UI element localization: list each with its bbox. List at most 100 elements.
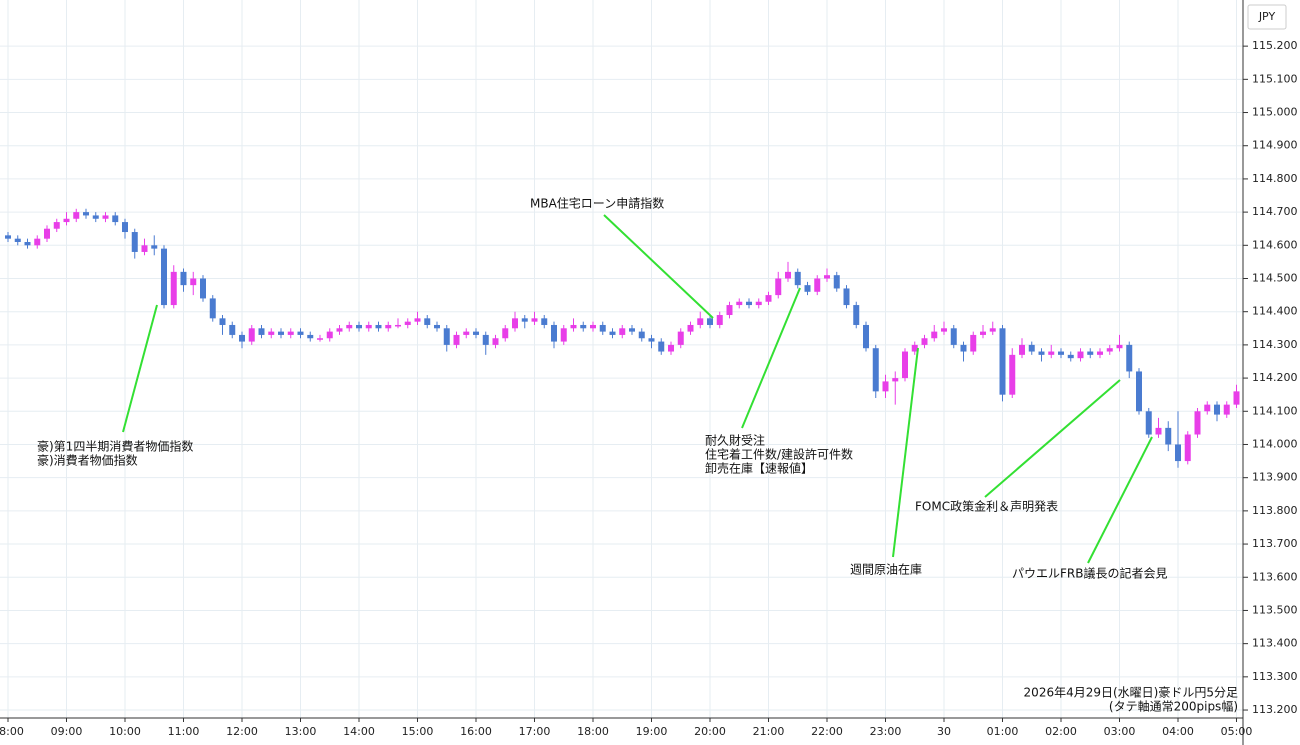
candle-body	[424, 318, 431, 325]
candle-body	[765, 295, 772, 302]
candle-body	[872, 348, 879, 392]
y-tick-label: 115.200	[1252, 39, 1298, 52]
candle-body	[648, 338, 655, 342]
candle-body	[843, 288, 850, 306]
y-tick-label: 114.400	[1252, 305, 1298, 318]
annotation-text: 卸売在庫【速報値】	[705, 461, 813, 476]
candle-body	[326, 331, 333, 339]
candle-body	[473, 331, 479, 335]
candle-body	[248, 328, 255, 342]
annotation-text: 耐久財受注	[705, 433, 765, 448]
x-tick-label: 03:00	[1104, 725, 1136, 738]
x-tick-label: 16:00	[460, 725, 492, 738]
candle-body	[83, 212, 89, 216]
candle-body	[755, 301, 762, 306]
candle-body	[131, 232, 138, 252]
candle-body	[356, 324, 362, 329]
candle-body	[1233, 391, 1240, 405]
x-tick-label: 05:00	[1221, 725, 1253, 738]
candle-body	[92, 215, 99, 219]
y-tick-label: 115.100	[1252, 72, 1298, 85]
axes: 113.200 113.300 113.400 113.500 113.600 113.7…	[0, 39, 1298, 738]
y-tick-label: 114.300	[1252, 338, 1298, 351]
x-tick-label: 20:00	[694, 725, 726, 738]
candle-body	[960, 344, 967, 352]
candle-body	[463, 331, 470, 335]
x-tick-label: 02:00	[1045, 725, 1077, 738]
candle-body	[902, 351, 908, 379]
candle-body	[833, 275, 840, 289]
candle-body	[180, 271, 187, 286]
candle-body	[814, 278, 821, 292]
x-tick-label: 22:00	[811, 725, 843, 738]
candle-body	[44, 228, 50, 239]
x-tick-label: 18:00	[577, 725, 609, 738]
candle-body	[219, 318, 226, 325]
y-tick-label: 114.000	[1252, 437, 1298, 450]
candle-body	[287, 331, 294, 335]
y-tick-label: 114.100	[1252, 404, 1298, 417]
candle-body	[1126, 344, 1133, 372]
candle-body	[853, 305, 860, 325]
y-tick-label: 114.700	[1252, 205, 1298, 218]
candle-body	[531, 318, 538, 322]
x-tick-label: 09:00	[51, 725, 83, 738]
candle-body	[1136, 371, 1142, 412]
candle-body	[1067, 354, 1074, 359]
candle-body	[278, 331, 284, 335]
candle-body	[336, 328, 343, 332]
candle-body	[736, 301, 743, 306]
candle-body	[970, 334, 977, 352]
annotation-text: 週間原油在庫	[850, 563, 922, 577]
candle-body	[785, 271, 791, 279]
candle-body	[1106, 348, 1113, 352]
candle-body	[619, 328, 626, 335]
candle-body	[73, 212, 80, 219]
candle-body	[1214, 404, 1220, 415]
currency-box[interactable]	[1247, 4, 1287, 30]
chart-subtitle: (タテ軸通常200pips幅)	[1109, 699, 1238, 714]
candle-body	[911, 344, 918, 352]
y-tick-label: 114.800	[1252, 172, 1298, 185]
candle-body	[668, 344, 674, 352]
candle-body	[687, 324, 694, 332]
y-tick-label: 115.000	[1252, 106, 1298, 119]
x-tick-label: 23:00	[870, 725, 902, 738]
candle-body	[1165, 427, 1172, 445]
annotation-leader	[984, 379, 1121, 498]
candle-body	[482, 334, 489, 345]
candle-body	[1145, 411, 1152, 435]
candle-body	[209, 298, 216, 319]
candle-body	[824, 275, 830, 279]
candle-body	[1048, 351, 1055, 355]
y-tick-label: 113.300	[1252, 670, 1298, 683]
candle-body	[297, 331, 304, 335]
y-tick-label: 114.200	[1252, 371, 1298, 384]
candle-body	[141, 245, 148, 252]
y-tick-label: 114.500	[1252, 272, 1298, 285]
x-tick-label: 14:00	[343, 725, 375, 738]
candle-body	[53, 222, 60, 229]
candle-body	[677, 331, 684, 345]
y-tick-label: 113.900	[1252, 471, 1298, 484]
candle-body	[941, 328, 947, 332]
x-tick-label: 12:00	[226, 725, 258, 738]
candle-body	[1175, 444, 1181, 462]
candle-body	[629, 328, 635, 332]
y-tick-label: 113.700	[1252, 537, 1298, 550]
candle-body	[746, 301, 752, 306]
candle-body	[1097, 351, 1103, 355]
x-tick-label: 17:00	[519, 725, 551, 738]
annotation-leader	[603, 214, 714, 319]
y-tick-label: 113.800	[1252, 504, 1298, 517]
candle-body	[1009, 354, 1016, 395]
chart-title: 2026年4月29日(水曜日)豪ドル円5分足	[1024, 685, 1238, 700]
candle-body	[161, 248, 167, 306]
candle-body	[190, 278, 197, 286]
candle-body	[863, 324, 869, 349]
candle-body	[229, 324, 236, 335]
candle-body	[443, 328, 450, 345]
x-tick-label: 13:00	[285, 725, 317, 738]
